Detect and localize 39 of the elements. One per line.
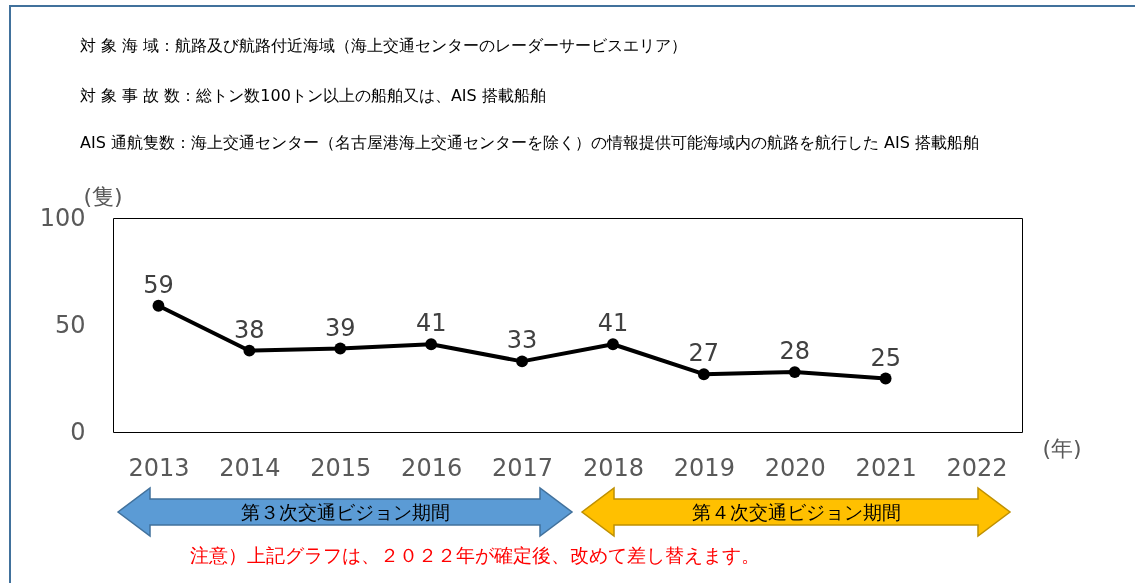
x-tick-label: 2021 bbox=[855, 453, 917, 482]
x-tick-label: 2016 bbox=[401, 453, 463, 482]
y-axis-title: (隻) bbox=[83, 183, 123, 209]
x-tick-label: 2020 bbox=[764, 453, 826, 482]
text: 第３次交通ビジョン期間 bbox=[239, 500, 451, 525]
point bbox=[243, 344, 256, 357]
point bbox=[152, 299, 165, 312]
point bbox=[788, 366, 801, 378]
data-label: 25 bbox=[870, 343, 901, 372]
point bbox=[334, 342, 347, 355]
data-label: 41 bbox=[597, 309, 629, 338]
x-tick-label: 2017 bbox=[492, 453, 554, 482]
x-tick-label: 2018 bbox=[582, 453, 644, 482]
x-tick-label: 2019 bbox=[673, 453, 735, 482]
text: 注意）上記グラフは、２０２２年が確定後、改めて差し替えます。 bbox=[190, 543, 760, 568]
point bbox=[425, 338, 438, 351]
x-tick-label: 2022 bbox=[946, 453, 1008, 482]
point bbox=[697, 368, 710, 381]
data-label: 59 bbox=[143, 270, 174, 299]
point bbox=[607, 338, 619, 351]
text: 対 象 事 故 数：総トン数100トン以上の船舶又は、AIS 搭載船舶 bbox=[80, 86, 546, 107]
y-tick-label: 50 bbox=[54, 310, 86, 339]
y-tick-label: 100 bbox=[39, 203, 86, 232]
x-tick-label: 2015 bbox=[310, 453, 372, 482]
text: AIS 通航隻数：海上交通センター（名古屋港海上交通センターを除く）の情報提供可能海域内の航路を航行した AIS 搭載船舶 bbox=[80, 133, 979, 154]
data-label: 38 bbox=[234, 315, 265, 344]
point bbox=[516, 355, 528, 368]
x-tick-label: 2013 bbox=[128, 453, 190, 482]
data-label: 33 bbox=[506, 326, 538, 355]
text: 第４次交通ビジョン期間 bbox=[690, 500, 902, 525]
x-axis-title: (年) bbox=[1042, 435, 1082, 461]
data-label: 39 bbox=[324, 313, 356, 342]
text: 対 象 海 域：航路及び航路付近海域（海上交通センターのレーダーサービスエリア） bbox=[80, 36, 688, 57]
data-label: 28 bbox=[779, 337, 811, 366]
data-label: 27 bbox=[688, 339, 720, 368]
y-tick-label: 0 bbox=[70, 417, 86, 446]
x-tick-label: 2014 bbox=[219, 453, 281, 482]
point bbox=[879, 372, 892, 385]
data-label: 41 bbox=[415, 309, 447, 338]
